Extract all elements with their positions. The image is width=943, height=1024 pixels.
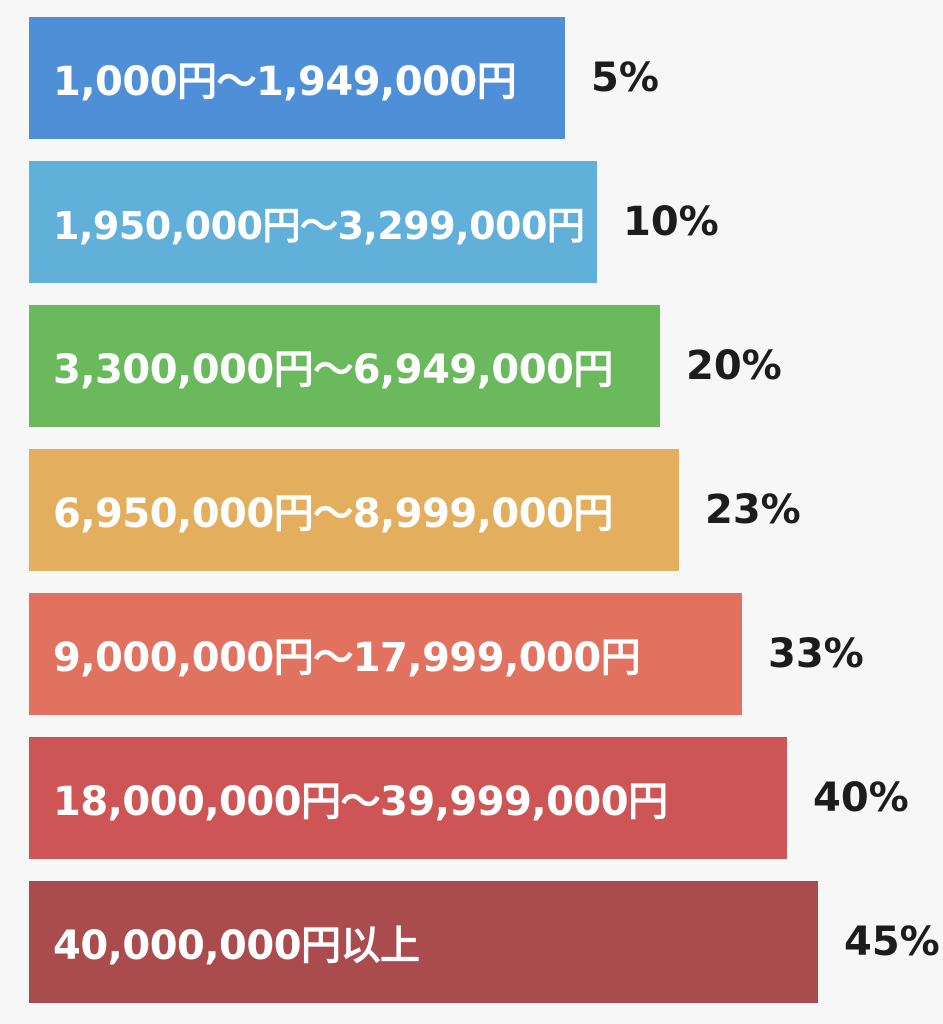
- bar-5: 9,000,000円〜17,999,000円: [29, 593, 742, 715]
- bar-3: 3,300,000円〜6,949,000円: [29, 305, 660, 427]
- income-range-label: 18,000,000円〜39,999,000円: [53, 779, 668, 825]
- income-range-label: 1,000円〜1,949,000円: [53, 59, 517, 105]
- tax-rate-label: 10%: [623, 199, 719, 245]
- tax-rate-label: 45%: [844, 919, 940, 965]
- bar-7: 40,000,000円以上: [29, 881, 818, 1003]
- tax-rate-label: 5%: [591, 55, 659, 101]
- income-range-label: 9,000,000円〜17,999,000円: [53, 635, 641, 681]
- bar-1: 1,000円〜1,949,000円: [29, 17, 565, 139]
- income-range-label: 40,000,000円以上: [53, 923, 420, 969]
- income-range-label: 6,950,000円〜8,999,000円: [53, 491, 613, 537]
- tax-rate-label: 40%: [813, 775, 909, 821]
- bar-2: 1,950,000円〜3,299,000円: [29, 161, 597, 283]
- tax-rate-label: 33%: [768, 631, 864, 677]
- income-range-label: 1,950,000円〜3,299,000円: [53, 203, 585, 248]
- bar-6: 18,000,000円〜39,999,000円: [29, 737, 787, 859]
- tax-rate-label: 20%: [686, 343, 782, 389]
- income-range-label: 3,300,000円〜6,949,000円: [53, 347, 613, 393]
- bar-4: 6,950,000円〜8,999,000円: [29, 449, 679, 571]
- tax-rate-label: 23%: [705, 487, 801, 533]
